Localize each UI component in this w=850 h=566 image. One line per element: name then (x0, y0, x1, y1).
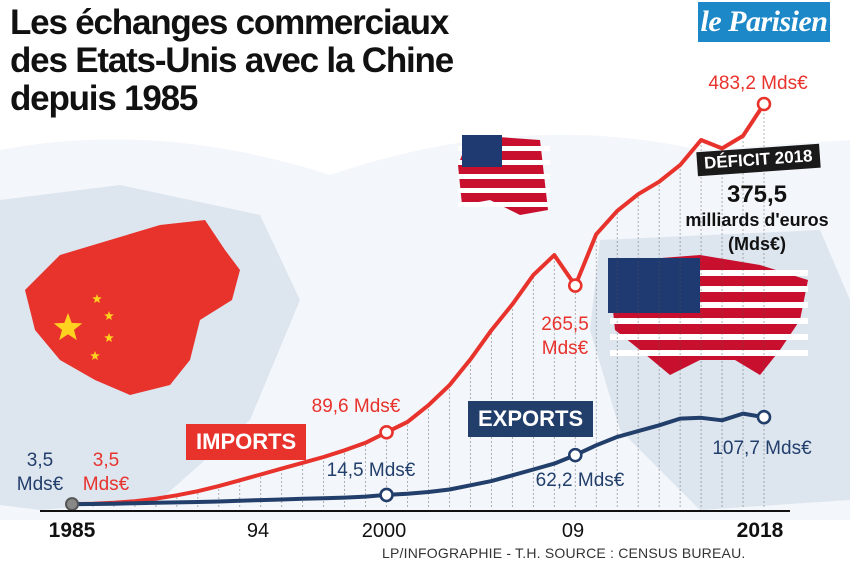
flag-stripe (610, 350, 808, 356)
data-label-imports-1985: 3,5 Mds€ (83, 450, 130, 495)
usa-flag-map (608, 255, 808, 375)
imports-line (70, 102, 766, 507)
data-label-exports-2009: 62,2 Mds€ (536, 470, 625, 491)
china-flag-map (25, 220, 240, 395)
flag-stripe (610, 302, 808, 308)
title-line-1: Les échanges commerciaux (10, 3, 449, 42)
imports-legend-badge: IMPORTS (186, 424, 307, 460)
deficit-unit-abbrev: (Mds€) (728, 234, 786, 254)
imports-marker-2018 (756, 96, 772, 112)
flag-stripe (458, 160, 550, 165)
exports-legend-badge: EXPORTS (468, 401, 594, 437)
deficit-unit: milliards d'euros (685, 210, 829, 230)
flag-stripe (610, 318, 808, 324)
deficit-value-block: 375,5 milliards d'euros (Mds€) (672, 182, 842, 256)
title-line-2: des Etats-Unis avec la Chine (10, 41, 454, 80)
data-label-imports-2009: 265,5 Mds€ (541, 314, 589, 359)
alaska-flag-map (458, 135, 550, 215)
imports-marker-2000 (379, 424, 394, 440)
exports-marker-2018 (756, 409, 772, 425)
source-credit: LP/INFOGRAPHIE - T.H. SOURCE : CENSUS BU… (382, 545, 746, 561)
flag-stripe (458, 146, 550, 151)
china-small-star-icon (92, 294, 102, 303)
flag-stripe (610, 270, 808, 276)
title-line-3: depuis 1985 (10, 79, 198, 118)
data-label-exports-2018: 107,7 Mds€ (712, 438, 812, 459)
data-label-exports-2000: 14,5 Mds€ (327, 460, 416, 481)
flag-stripe (458, 188, 550, 193)
china-small-star-icon (104, 311, 114, 320)
flag-stripe (610, 334, 808, 340)
x-tick-label: 2018 (737, 519, 784, 542)
point-labels: 3,5 Mds€ 3,5 Mds€ 89,6 Mds€ 14,5 Mds€ 265,5 Mds… (17, 73, 812, 495)
data-label-imports-2018: 483,2 Mds€ (708, 73, 808, 94)
le-parisien-logo: le Parisien (698, 2, 830, 42)
imports-marker-2009 (567, 278, 583, 293)
deficit-value: 375,5 (726, 181, 788, 208)
x-tick-label: 1985 (49, 519, 96, 542)
flag-stripe (610, 286, 808, 292)
series-markers (65, 96, 772, 512)
data-label-imports-2000: 89,6 Mds€ (312, 396, 401, 417)
x-tick-label: 09 (562, 520, 584, 542)
exports-marker-2000 (379, 487, 394, 503)
china-big-star-icon (53, 313, 83, 341)
flag-canton (608, 258, 700, 313)
series-lines (70, 102, 766, 507)
flag-stripe (458, 202, 550, 207)
exports-line (70, 411, 766, 507)
x-tick-label: 94 (247, 520, 269, 542)
flag-canton (462, 135, 502, 167)
china-small-star-icon (104, 333, 114, 342)
origin-marker-1985 (65, 497, 79, 512)
exports-marker-2009 (567, 447, 583, 463)
x-tick-label: 2000 (362, 520, 407, 542)
x-axis: 1985 94 2000 09 2018 (40, 510, 790, 542)
data-label-exports-1985: 3,5 Mds€ (17, 450, 64, 495)
flag-stripe (458, 174, 550, 179)
china-small-star-icon (90, 351, 100, 360)
chart-title: Les échanges commerciaux des Etats-Unis … (10, 3, 454, 118)
